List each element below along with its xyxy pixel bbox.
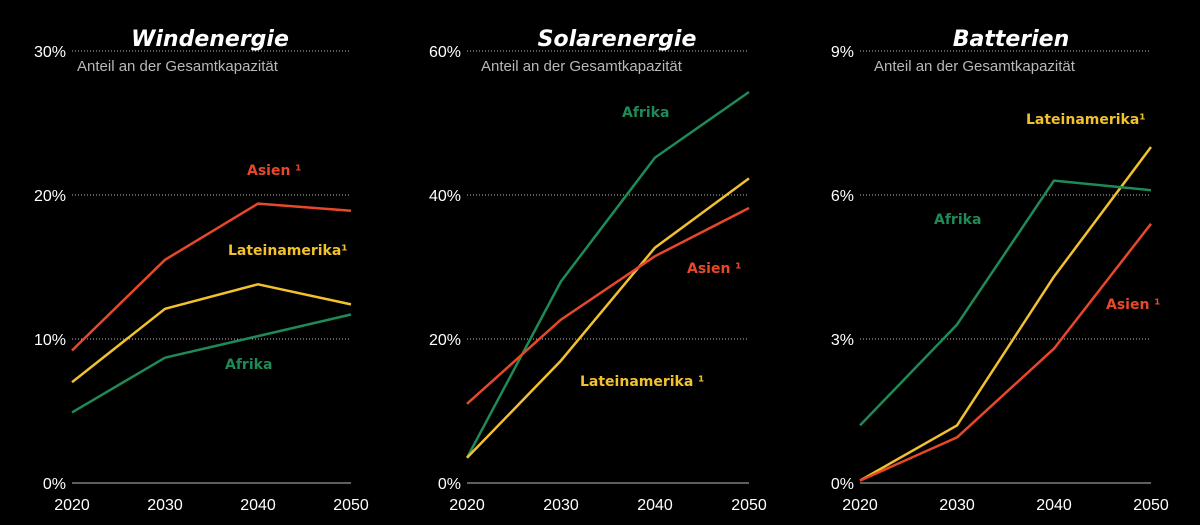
x-tick-label: 2040	[240, 497, 276, 514]
chart-panel-3: 0% 3% 6% 9% 2020 2030 2040 2050 Batterien Anteil …	[831, 27, 1169, 514]
y-tick-label: 3%	[831, 332, 854, 349]
series-line-lateinamerika	[859, 146, 1153, 482]
x-tick-label: 2020	[54, 497, 90, 514]
series-line-asien	[859, 223, 1152, 482]
x-tick-label: 2040	[1036, 497, 1072, 514]
x-tick-label: 2040	[637, 497, 673, 514]
x-tick-label: 2050	[333, 497, 369, 514]
y-tick-label: 20%	[429, 332, 461, 349]
chart-subtitle: Anteil an der Gesamtkapazität	[481, 58, 683, 75]
series-line-asien	[466, 206, 750, 405]
series-label-afrika: Afrika	[225, 357, 272, 373]
y-tick-label: 20%	[34, 188, 66, 205]
series-line-afrika	[71, 313, 352, 414]
y-tick-label: 40%	[429, 188, 461, 205]
y-tick-label: 0%	[438, 476, 461, 493]
series-label-afrika: Afrika	[622, 105, 669, 121]
chart-subtitle: Anteil an der Gesamtkapazität	[77, 58, 279, 75]
series-line-lateinamerika	[466, 177, 750, 459]
series-label-lateinamerika: Lateinamerika ¹	[580, 374, 704, 390]
chart-title: Windenergie	[131, 27, 289, 52]
series-line-lateinamerika	[71, 283, 352, 384]
x-tick-label: 2020	[449, 497, 485, 514]
y-tick-label: 9%	[831, 44, 854, 61]
series-line-afrika	[859, 179, 1152, 427]
series-line-afrika	[465, 90, 750, 459]
y-tick-label: 6%	[831, 188, 854, 205]
series-label-afrika: Afrika	[934, 212, 981, 228]
x-tick-label: 2030	[147, 497, 183, 514]
y-tick-label: 60%	[429, 44, 461, 61]
y-tick-label: 10%	[34, 332, 66, 349]
series-label-asien: Asien ¹	[247, 163, 301, 179]
y-tick-label: 0%	[43, 476, 66, 493]
x-tick-label: 2030	[939, 497, 975, 514]
series-label-lateinamerika: Lateinamerika¹	[1026, 112, 1145, 128]
y-tick-label: 30%	[34, 44, 66, 61]
chart-subtitle: Anteil an der Gesamtkapazität	[874, 58, 1076, 75]
series-line-asien	[71, 202, 352, 352]
x-tick-label: 2030	[543, 497, 579, 514]
series-label-lateinamerika: Lateinamerika¹	[228, 243, 347, 259]
series-label-asien: Asien ¹	[1106, 297, 1160, 313]
chart-title: Solarenergie	[538, 27, 697, 52]
y-tick-label: 0%	[831, 476, 854, 493]
x-tick-label: 2050	[1133, 497, 1169, 514]
chart-title: Batterien	[953, 27, 1070, 52]
x-tick-label: 2020	[842, 497, 878, 514]
x-tick-label: 2050	[731, 497, 767, 514]
chart-panel-1: 0% 10% 20% 30% 2020 2030 2040 2050 Windenergie An…	[34, 27, 369, 514]
chart-panel-2: 0% 20% 40% 60% 2020 2030 2040 2050 Solarenergie A…	[429, 27, 767, 514]
series-label-asien: Asien ¹	[687, 261, 741, 277]
